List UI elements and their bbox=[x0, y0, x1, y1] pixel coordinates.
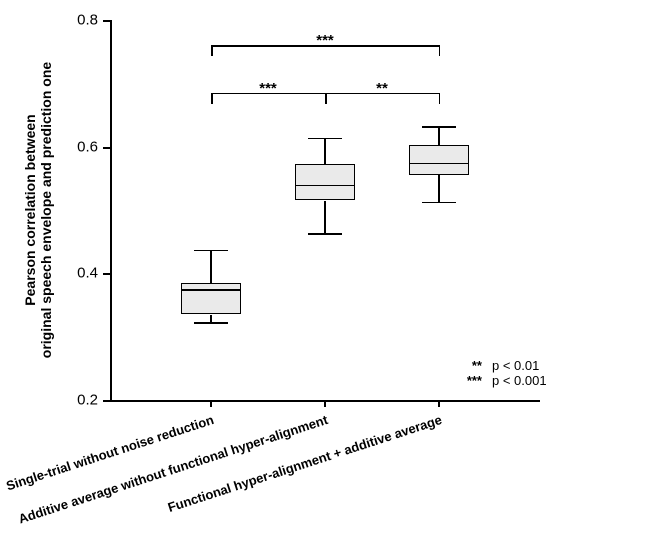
significance-bar-drop bbox=[439, 45, 441, 56]
y-tick-label: 0.4 bbox=[0, 265, 98, 282]
y-axis-label: Pearson correlation between original spe… bbox=[22, 62, 54, 358]
y-tick-label: 0.8 bbox=[0, 12, 98, 29]
legend-row: *** p < 0.001 bbox=[450, 373, 620, 388]
y-tick bbox=[103, 20, 110, 22]
significance-legend: ** p < 0.01 *** p < 0.001 bbox=[450, 358, 620, 388]
x-tick bbox=[438, 400, 440, 407]
legend-row: ** p < 0.01 bbox=[450, 358, 620, 373]
significance-bar-drop bbox=[439, 93, 441, 104]
median-line bbox=[409, 163, 469, 165]
whisker-upper bbox=[210, 250, 212, 283]
x-tick bbox=[324, 400, 326, 407]
y-axis-label-line2: original speech envelope and prediction … bbox=[38, 62, 54, 358]
whisker-upper bbox=[324, 138, 326, 164]
y-tick-label: 0.2 bbox=[0, 392, 98, 409]
x-tick bbox=[210, 400, 212, 407]
whisker-cap-upper bbox=[194, 250, 228, 252]
whisker-lower bbox=[210, 315, 212, 323]
significance-label: ** bbox=[376, 80, 388, 97]
y-tick bbox=[103, 400, 110, 402]
significance-label: *** bbox=[259, 80, 277, 97]
y-tick bbox=[103, 147, 110, 149]
whisker-upper bbox=[438, 126, 440, 144]
legend-text: p < 0.001 bbox=[492, 373, 547, 388]
y-axis-label-line1: Pearson correlation between bbox=[22, 62, 38, 358]
significance-label: *** bbox=[316, 32, 334, 49]
whisker-cap-lower bbox=[422, 202, 456, 204]
y-tick bbox=[103, 273, 110, 275]
legend-symbol: *** bbox=[450, 373, 482, 388]
significance-bar-drop bbox=[211, 93, 213, 104]
median-line bbox=[181, 289, 241, 291]
legend-symbol: ** bbox=[450, 358, 482, 373]
whisker-cap-upper bbox=[308, 138, 342, 140]
boxplot-chart: Pearson correlation between original spe… bbox=[0, 0, 661, 540]
whisker-cap-lower bbox=[308, 233, 342, 235]
y-tick-label: 0.6 bbox=[0, 138, 98, 155]
box bbox=[181, 283, 241, 315]
box bbox=[295, 164, 355, 201]
y-axis-line bbox=[110, 20, 112, 400]
significance-bar-drop bbox=[211, 45, 213, 56]
box bbox=[409, 145, 469, 175]
whisker-lower bbox=[438, 175, 440, 202]
whisker-lower bbox=[324, 201, 326, 234]
significance-bar-drop bbox=[325, 93, 327, 104]
legend-text: p < 0.01 bbox=[492, 358, 539, 373]
median-line bbox=[295, 185, 355, 187]
whisker-cap-upper bbox=[422, 126, 456, 128]
whisker-cap-lower bbox=[194, 322, 228, 324]
